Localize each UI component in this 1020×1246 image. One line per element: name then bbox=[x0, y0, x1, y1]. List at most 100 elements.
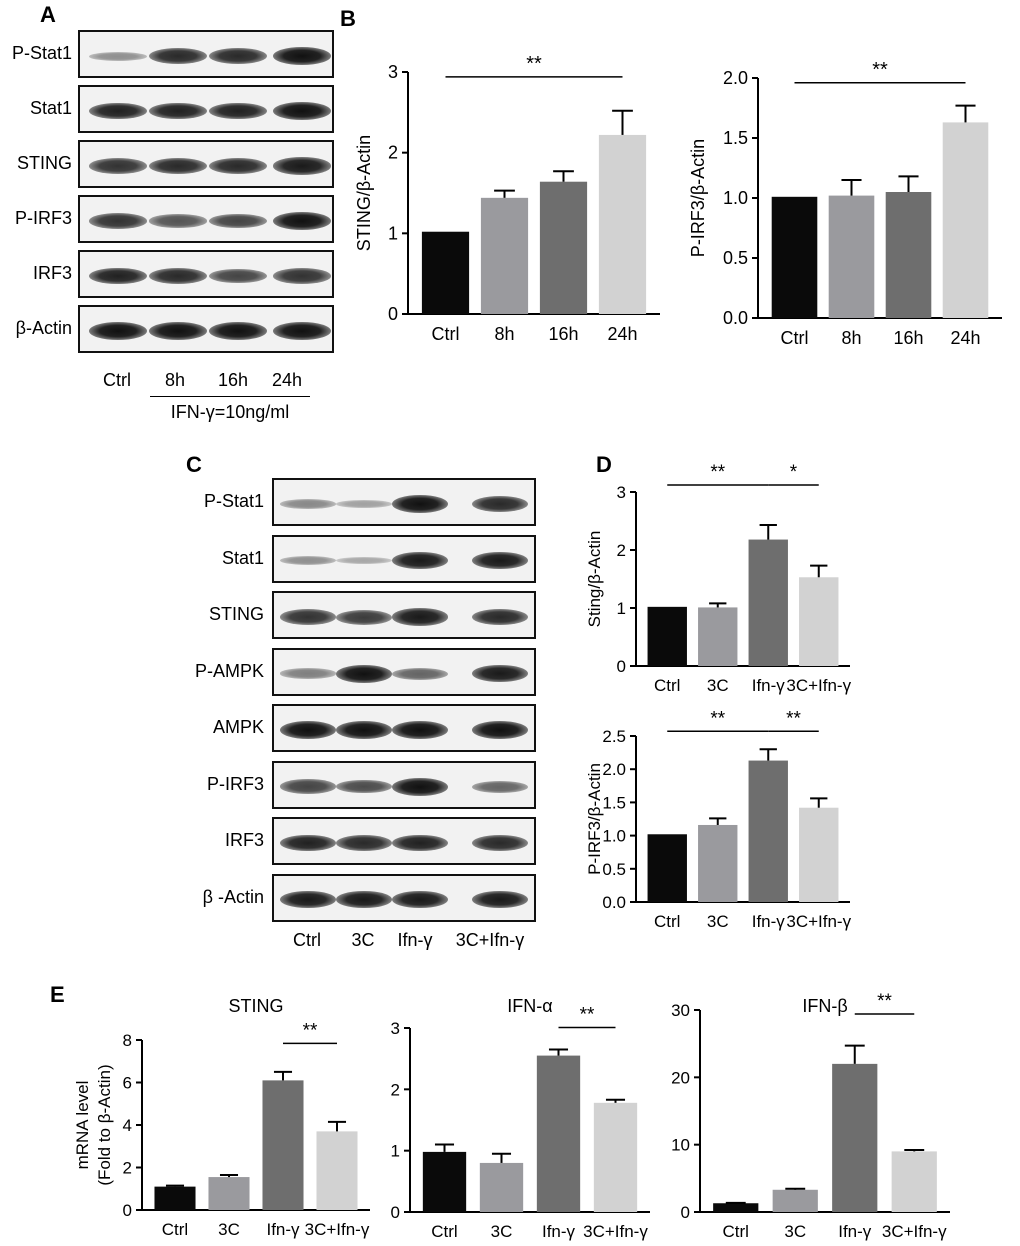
y-tick-label: 1.5 bbox=[723, 128, 748, 148]
x-tick-label: Ctrl bbox=[654, 912, 680, 931]
blot-strip bbox=[272, 817, 536, 865]
blot-strip bbox=[78, 30, 334, 78]
blot-band bbox=[280, 834, 336, 852]
significance-marker: ** bbox=[580, 1004, 595, 1025]
blot-band bbox=[336, 500, 392, 508]
blot-row-label: P-Stat1 bbox=[203, 491, 264, 511]
blot-c-lane-label: Ctrl bbox=[293, 930, 321, 950]
blot-band bbox=[280, 890, 336, 909]
bar bbox=[772, 1189, 818, 1212]
bar bbox=[828, 195, 875, 318]
x-tick-label: Ctrl bbox=[781, 328, 809, 348]
blot-strip bbox=[272, 478, 536, 526]
blot-band bbox=[280, 499, 336, 509]
y-tick-label: 1 bbox=[391, 1142, 400, 1161]
bar-chart-sting-mrna: STING 0 2 4 6 8 mRNA level (Fold to β-Actin) Ctr… bbox=[73, 996, 370, 1239]
blot-row-label: β-Actin bbox=[15, 318, 72, 338]
blot-band bbox=[472, 721, 528, 739]
y-axis-label-secondary: (Fold to β-Actin) bbox=[95, 1064, 114, 1185]
blot-strip bbox=[272, 647, 536, 696]
blot-band bbox=[89, 158, 147, 174]
blot-strip bbox=[272, 534, 536, 583]
bar-chart-ifnb-mrna: IFN-β 0 10 20 30 Ctrl 3C Ifn-γ 3C+Ifn-γ ** bbox=[671, 991, 950, 1241]
y-tick-label: 10 bbox=[671, 1136, 690, 1155]
significance-marker: ** bbox=[526, 53, 542, 75]
blot-band bbox=[209, 102, 267, 120]
blot-band bbox=[472, 834, 528, 852]
x-tick-label: 3C+Ifn-γ bbox=[583, 1222, 648, 1241]
y-axis-label: mRNA level bbox=[73, 1081, 92, 1170]
blot-band bbox=[209, 213, 267, 229]
x-tick-label: Ctrl bbox=[723, 1222, 749, 1241]
y-tick-label: 0.5 bbox=[723, 248, 748, 268]
blot-strip bbox=[78, 195, 334, 243]
significance-marker: * bbox=[790, 462, 798, 483]
x-tick-label: 3C+Ifn-γ bbox=[305, 1220, 370, 1239]
blot-band bbox=[273, 157, 331, 175]
y-tick-label: 0.0 bbox=[602, 893, 626, 912]
blot-band bbox=[472, 608, 528, 626]
x-tick-label: 3C+Ifn-γ bbox=[786, 676, 851, 695]
x-tick-label: 3C bbox=[491, 1222, 513, 1241]
blot-band bbox=[392, 495, 448, 513]
blot-band bbox=[392, 890, 448, 909]
blot-row-label: STING bbox=[16, 153, 72, 173]
x-tick-label: 3C bbox=[707, 912, 729, 931]
blot-band bbox=[336, 890, 392, 909]
blot-a-lane-label: 16h bbox=[217, 370, 249, 390]
blot-band bbox=[89, 322, 147, 340]
bar bbox=[208, 1177, 250, 1210]
blot-row-label: P-AMPK bbox=[194, 660, 264, 681]
x-tick-label: Ctrl bbox=[431, 1222, 457, 1241]
panel-letter-e: E bbox=[50, 982, 65, 1007]
y-axis-label: Sting/β-Actin bbox=[585, 531, 604, 628]
bar bbox=[748, 760, 788, 902]
blot-strip bbox=[78, 305, 334, 353]
blot-band bbox=[280, 668, 336, 679]
blot-band bbox=[392, 777, 448, 796]
y-tick-label: 2 bbox=[123, 1159, 132, 1178]
blot-band bbox=[273, 212, 331, 230]
blot-band bbox=[280, 556, 336, 565]
x-tick-label: Ifn-γ bbox=[752, 676, 786, 695]
y-tick-label: 30 bbox=[671, 1001, 690, 1020]
chart-title: IFN-α bbox=[507, 996, 552, 1016]
x-tick-label: Ctrl bbox=[654, 676, 680, 695]
blot-band bbox=[149, 322, 207, 340]
y-tick-label: 4 bbox=[123, 1116, 132, 1135]
bar bbox=[698, 824, 738, 902]
bar bbox=[422, 1151, 467, 1212]
x-tick-label: 24h bbox=[607, 324, 637, 344]
y-tick-label: 1.0 bbox=[602, 827, 626, 846]
bar bbox=[885, 192, 932, 318]
x-tick-label: Ifn-γ bbox=[752, 912, 786, 931]
bar bbox=[154, 1186, 196, 1210]
blot-strip bbox=[272, 760, 536, 809]
blot-band bbox=[273, 268, 331, 284]
blot-row-label: IRF3 bbox=[32, 263, 72, 283]
blot-strip bbox=[272, 873, 536, 922]
y-tick-label: 0 bbox=[391, 1203, 400, 1222]
bar bbox=[539, 181, 588, 314]
significance-marker: ** bbox=[303, 1020, 318, 1041]
blot-band bbox=[89, 51, 147, 61]
bar bbox=[713, 1203, 759, 1212]
panel-letter-a: A bbox=[40, 2, 56, 27]
y-tick-label: 0 bbox=[617, 657, 626, 676]
treatment-label: IFN-γ=10ng/ml bbox=[170, 402, 290, 422]
blot-band bbox=[392, 721, 448, 739]
blot-band bbox=[209, 322, 267, 340]
blot-band bbox=[89, 267, 147, 285]
blot-band bbox=[209, 47, 267, 65]
y-tick-label: 6 bbox=[123, 1074, 132, 1093]
blot-band bbox=[280, 609, 336, 625]
blot-row-label: P-IRF3 bbox=[206, 773, 264, 794]
blot-band bbox=[280, 779, 336, 794]
x-tick-label: 8h bbox=[841, 328, 861, 348]
panel-letter-b: B bbox=[340, 6, 356, 31]
panel-letter-c: C bbox=[186, 452, 202, 477]
blot-band bbox=[472, 551, 528, 570]
y-tick-label: 0 bbox=[681, 1203, 690, 1222]
bar bbox=[799, 577, 839, 666]
blot-band bbox=[209, 157, 267, 175]
